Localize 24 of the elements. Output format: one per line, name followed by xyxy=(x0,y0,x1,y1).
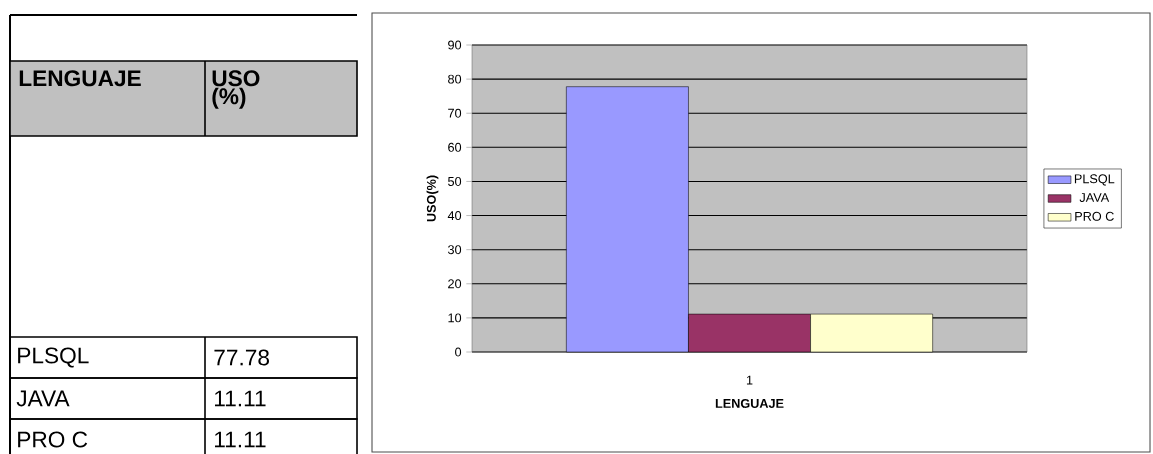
text: 11.11 xyxy=(215,390,266,407)
y-tick-label: 10 xyxy=(448,313,462,323)
legend-label: JAVA xyxy=(1079,193,1110,202)
x-tick-label: 1 xyxy=(746,375,753,385)
text: JAVA xyxy=(16,390,70,407)
text: LENGUAJE xyxy=(19,70,141,87)
y-axis-title: USO(%) xyxy=(426,175,439,222)
y-tick-label: 0 xyxy=(455,347,462,357)
y-tick-label: 70 xyxy=(448,108,462,118)
y-tick-label: 60 xyxy=(448,142,462,152)
y-tick-label: 80 xyxy=(448,74,462,84)
legend-label: PLSQL xyxy=(1074,174,1115,186)
y-tick-label: 20 xyxy=(448,279,462,289)
x-axis-title: LENGUAJE xyxy=(715,398,784,408)
text: USO (%) xyxy=(212,70,260,109)
text: PRO C xyxy=(18,431,88,448)
y-tick-label: 90 xyxy=(448,40,462,50)
legend-label: PRO C xyxy=(1075,211,1114,221)
y-tick-label: 40 xyxy=(447,211,462,221)
text: 77.78 xyxy=(214,349,270,366)
text: 11.11 xyxy=(215,431,266,448)
y-tick-label: 30 xyxy=(448,245,462,255)
y-tick-label: 50 xyxy=(448,176,462,186)
text: PLSQL xyxy=(18,347,89,368)
